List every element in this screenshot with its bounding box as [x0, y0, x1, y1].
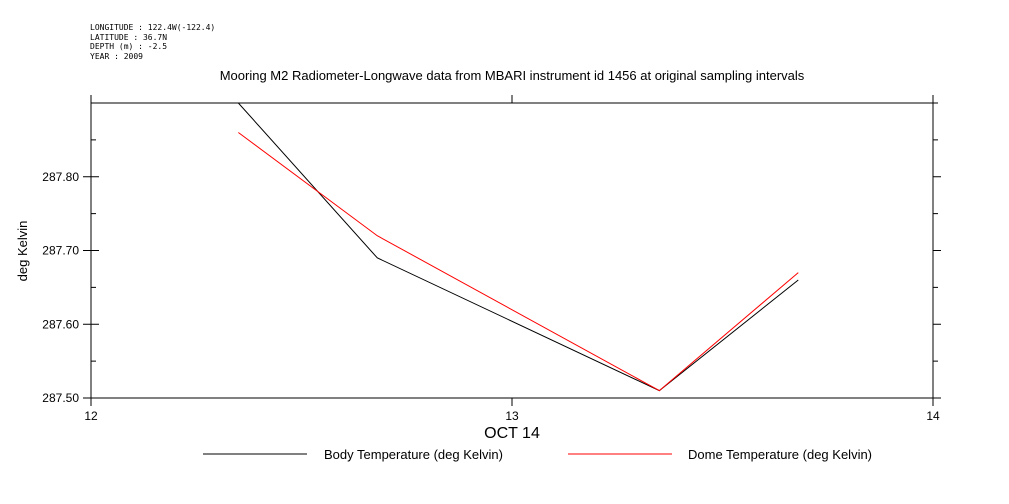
plot-frame: [90, 102, 934, 399]
header-meta: LONGITUDE : 122.4W(-122.4) LATITUDE : 36…: [90, 23, 215, 61]
x-tick-label: 13: [505, 409, 519, 423]
y-tick-label: 287.80: [42, 170, 79, 184]
x-axis-ticks: 12 13 14: [84, 95, 940, 423]
series-line-body-temperature: [237, 103, 799, 392]
series-lines: [237, 103, 799, 392]
x-tick-label: 14: [926, 409, 940, 423]
meta-depth: DEPTH (m) : -2.5: [90, 42, 167, 51]
legend-label-dome: Dome Temperature (deg Kelvin): [688, 447, 872, 462]
y-axis-label: deg Kelvin: [15, 221, 30, 282]
y-tick-label: 287.60: [42, 317, 79, 331]
y-tick-label: 287.70: [42, 244, 79, 258]
legend: Body Temperature (deg Kelvin) Dome Tempe…: [203, 447, 872, 462]
chart-title: Mooring M2 Radiometer-Longwave data from…: [220, 68, 805, 83]
x-tick-label: 12: [84, 409, 98, 423]
meta-latitude: LATITUDE : 36.7N: [90, 33, 167, 42]
x-axis-label: OCT 14: [484, 425, 540, 442]
y-axis-ticks: 287.50 287.60 287.70 287.80: [42, 102, 941, 405]
meta-year: YEAR : 2009: [90, 52, 143, 61]
series-line-dome-temperature: [238, 132, 799, 392]
legend-label-body: Body Temperature (deg Kelvin): [324, 447, 503, 462]
y-tick-label: 287.50: [42, 391, 79, 405]
meta-longitude: LONGITUDE : 122.4W(-122.4): [90, 23, 215, 32]
